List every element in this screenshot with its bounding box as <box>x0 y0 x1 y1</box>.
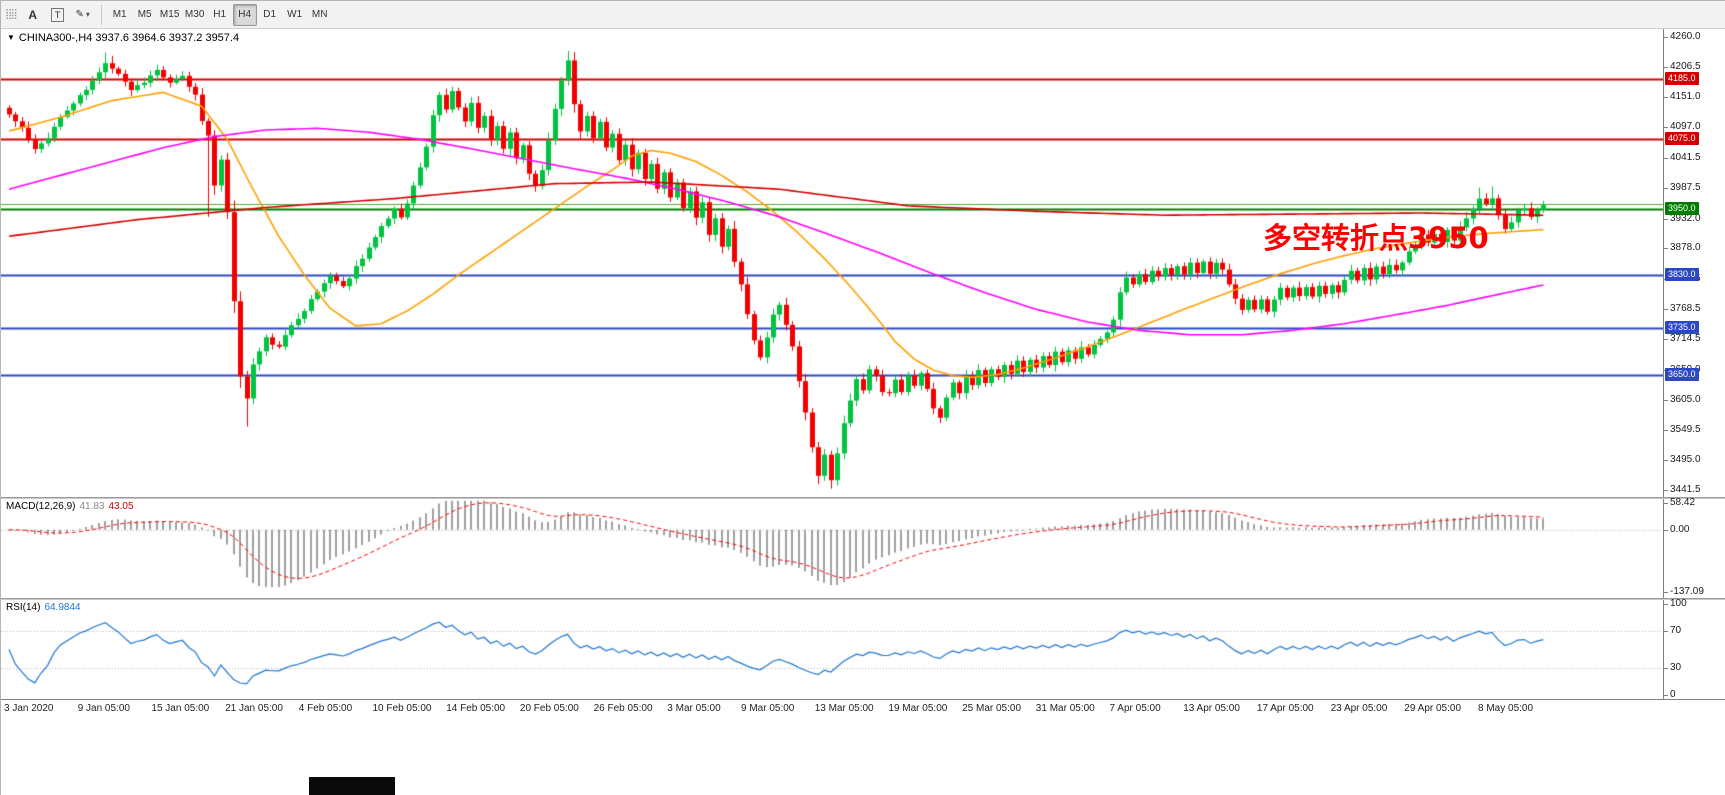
time-axis-label: 10 Feb 05:00 <box>372 703 432 714</box>
price-annotation-text[interactable]: 多空转折点3950 <box>1263 221 1489 255</box>
toolbar-grip-handle[interactable]: ⣿⣿ <box>5 9 18 20</box>
rsi-axis-tick: 100 <box>1663 598 1687 609</box>
price-axis-tick: 3605.0 <box>1663 393 1701 405</box>
time-axis-label: 3 Mar 05:00 <box>667 703 721 714</box>
text-label-tool-button[interactable]: T <box>46 4 70 26</box>
price-axis-tick: 4260.0 <box>1663 31 1701 42</box>
time-axis-label: 9 Mar 05:00 <box>741 703 795 714</box>
rsi-canvas[interactable] <box>1 600 1663 699</box>
price-level-label: 4185.0 <box>1665 71 1699 85</box>
timeframe-toolbar: M1 M5 M15 M30 H1 H4 D1 W1 MN <box>108 3 332 26</box>
rsi-name: RSI(14) <box>6 602 41 613</box>
macd-axis-tick: -137.09 <box>1663 585 1704 597</box>
time-axis-label: 31 Mar 05:00 <box>1035 703 1095 714</box>
price-axis-tick: 3768.5 <box>1663 303 1701 315</box>
macd-label: MACD(12,26,9) 41.83 43.05 <box>6 501 134 512</box>
time-axis-label: 15 Jan 05:00 <box>151 703 210 714</box>
main-price-axis[interactable]: 4260.0 4206.5 4151.0 4097.0 4041.5 3987.5 3932… <box>1663 29 1725 497</box>
price-level-label: 3830.0 <box>1665 267 1699 281</box>
macd-axis-tick: 0.00 <box>1662 523 1690 535</box>
main-chart-panel: ▼ CHINA300-,H4 3937.6 3964.6 3937.2 3957.… <box>1 29 1725 497</box>
tf-button-h4[interactable]: H4 <box>232 3 257 26</box>
rsi-axis[interactable]: 100 70 30 0 <box>1662 598 1725 700</box>
price-level-label: 4075.0 <box>1665 132 1699 146</box>
tf-button-m5[interactable]: M5 <box>137 9 152 20</box>
chevron-down-icon: ▾ <box>85 10 90 19</box>
time-axis-label: 9 Jan 05:00 <box>77 703 130 714</box>
ohlc-readout: 3937.6 3964.6 3937.2 3957.4 <box>95 32 240 44</box>
time-axis-label: 29 Apr 05:00 <box>1404 703 1462 714</box>
price-axis-tick: 3878.0 <box>1663 242 1701 254</box>
time-axis-label: 21 Jan 05:00 <box>225 703 283 714</box>
text-tool-button[interactable]: A <box>28 7 37 22</box>
main-toolbar: ⣿⣿ A T ✎ ▾ M1 M5 M15 M30 H1 H4 D1 W1 MN <box>1 1 1725 29</box>
bottom-black-box <box>309 777 395 795</box>
time-axis-label: 26 Feb 05:00 <box>593 703 653 714</box>
price-axis-tick: 4206.5 <box>1663 60 1701 72</box>
time-axis-label: 14 Feb 05:00 <box>446 703 506 714</box>
macd-axis[interactable]: 58.42 0.00 -137.09 <box>1662 497 1725 598</box>
time-axis-label: 23 Apr 05:00 <box>1330 703 1388 714</box>
price-axis-tick: 3441.5 <box>1663 484 1701 495</box>
text-label-icon: T <box>50 7 65 22</box>
chart-title: ▼ CHINA300-,H4 3937.6 3964.6 3937.2 3957.… <box>7 32 239 44</box>
time-axis[interactable]: 3 Jan 2020 9 Jan 05:00 15 Jan 05:00 21 Jan … <box>1 699 1725 716</box>
bottom-strip <box>1 716 1725 795</box>
price-axis-tick: 3932.0 <box>1663 212 1701 224</box>
price-axis-tick: 3714.5 <box>1663 332 1701 344</box>
tf-button-m30[interactable]: M30 <box>184 9 205 20</box>
panel-splitter-1[interactable] <box>1 497 1725 499</box>
tf-button-m15[interactable]: M15 <box>159 9 180 20</box>
macd-canvas[interactable] <box>1 499 1663 598</box>
tf-button-mn[interactable]: MN <box>311 9 328 20</box>
price-axis-tick: 4097.0 <box>1663 121 1701 133</box>
time-axis-label: 13 Apr 05:00 <box>1183 703 1240 714</box>
tf-button-d1[interactable]: D1 <box>263 9 277 20</box>
time-axis-label: 17 Apr 05:00 <box>1256 703 1314 714</box>
time-axis-label: 20 Feb 05:00 <box>519 703 579 714</box>
macd-panel: MACD(12,26,9) 41.83 43.05 58.42 0.00 -137.09 <box>1 497 1725 598</box>
time-axis-label: 13 Mar 05:00 <box>814 703 874 714</box>
macd-value-main: 41.83 <box>79 501 105 512</box>
symbol-period-label: CHINA300-,H4 <box>18 32 93 44</box>
drawing-tools-button[interactable]: ✎ ▾ <box>71 4 95 26</box>
rsi-axis-tick: 0 <box>1663 689 1676 700</box>
panel-splitter-2[interactable] <box>1 598 1725 600</box>
tf-button-w1[interactable]: W1 <box>287 9 303 20</box>
price-axis-tick: 4041.5 <box>1663 151 1701 163</box>
rsi-value: 64.9844 <box>44 602 81 613</box>
time-axis-label: 7 Apr 05:00 <box>1109 703 1161 714</box>
tf-button-m1[interactable]: M1 <box>112 9 127 20</box>
time-axis-label: 25 Mar 05:00 <box>962 703 1022 714</box>
macd-name: MACD(12,26,9) <box>6 501 76 512</box>
time-axis-label: 8 May 05:00 <box>1478 703 1534 714</box>
rsi-label: RSI(14) 64.9844 <box>6 602 81 613</box>
price-axis-tick: 3987.5 <box>1663 181 1701 193</box>
main-chart-canvas[interactable] <box>1 29 1663 497</box>
rsi-axis-tick: 70 <box>1662 625 1682 637</box>
time-axis-label: 4 Feb 05:00 <box>298 703 353 714</box>
price-level-label: 3950.0 <box>1665 201 1699 215</box>
toolbar-separator <box>100 4 102 25</box>
price-axis-tick: 4151.0 <box>1663 91 1701 103</box>
price-level-label: 3735.0 <box>1665 320 1699 334</box>
time-axis-label: 19 Mar 05:00 <box>888 703 948 714</box>
price-level-label: 3650.0 <box>1665 367 1699 381</box>
macd-value-signal: 43.05 <box>108 501 134 512</box>
pencil-icon: ✎ <box>75 9 84 20</box>
rsi-panel: RSI(14) 64.9844 100 70 30 0 <box>1 598 1725 700</box>
price-axis-tick: 3495.0 <box>1663 454 1701 466</box>
rsi-axis-tick: 30 <box>1662 661 1682 673</box>
macd-axis-tick: 58.42 <box>1662 497 1696 509</box>
chart-collapse-icon[interactable]: ▼ <box>7 33 15 42</box>
time-axis-label: 3 Jan 2020 <box>4 703 54 714</box>
tf-button-h1[interactable]: H1 <box>213 9 227 20</box>
price-axis-tick: 3549.5 <box>1663 424 1701 436</box>
